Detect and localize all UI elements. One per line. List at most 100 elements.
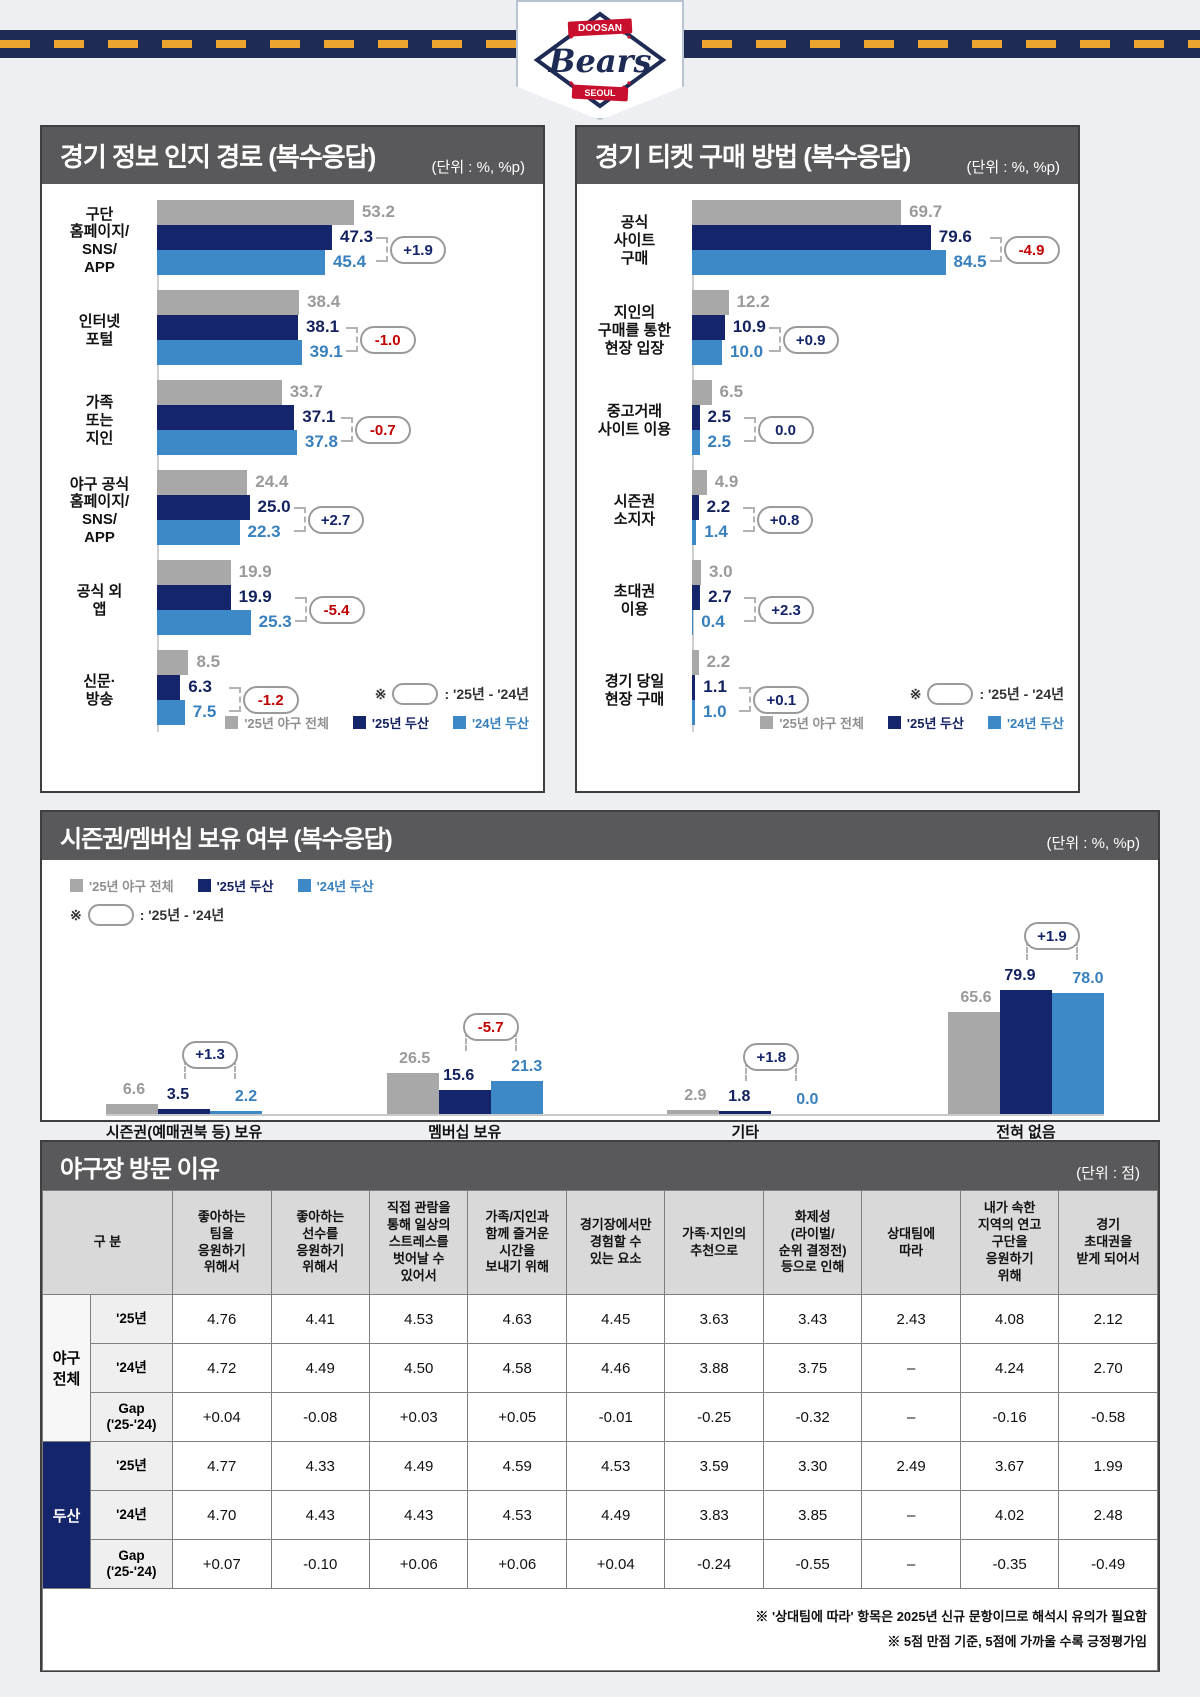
diff-note: ※: '25년 - '24년 <box>70 904 1134 926</box>
diff-note-prefix: ※ <box>909 685 922 702</box>
column-header: 좋아하는 팀을 응원하기 위해서 <box>172 1190 272 1295</box>
category-bars: 12.2 10.9 10.0 +0.9 <box>692 286 1070 376</box>
table-row: '24년 4.72 4.49 4.50 4.58 4.46 3.88 3.75–4.24 2.7… <box>43 1343 1158 1393</box>
diff-note: ※: '25년 - '24년 <box>375 683 529 705</box>
row-label: '25년 <box>89 1294 174 1344</box>
membership-chart: 6.6 3.5 2.2 +1.3 시즌권(예매권북 등) 보유 26.5 15.6 21.3 -… <box>106 922 1104 1141</box>
column-header: 경기장에서만 경험할 수 있는 요소 <box>565 1190 666 1295</box>
bar-value: 25.0 <box>257 497 291 516</box>
chart-row: 중고거래 사이트 이용 6.5 2.5 2.5 0.0 <box>587 376 1070 466</box>
bar <box>999 990 1052 1114</box>
diff-oval <box>392 683 439 705</box>
panel-membership-titlebar: 시즌권/멤버십 보유 여부 (복수응답) (단위 : %, %p) <box>42 812 1158 860</box>
diff-badge: +1.3 <box>182 1040 238 1069</box>
table-cell: +0.06 <box>467 1539 567 1589</box>
table-cell: 4.76 <box>172 1294 272 1344</box>
bar-value: 12.2 <box>736 292 770 311</box>
bar <box>157 340 302 365</box>
ticket-purchase-chart: 공식 사이트 구매 69.7 79.6 84.5 -4.9 지인의 구매를 통한 현장 입… <box>587 196 1070 736</box>
bar <box>692 675 696 700</box>
bar-value: 25.3 <box>258 612 292 631</box>
diff-badge: +2.3 <box>758 596 815 624</box>
bar <box>692 290 729 315</box>
panel-ticket-purchase: 경기 티켓 구매 방법 (복수응답) (단위 : %, %p) 공식 사이트 구… <box>575 125 1080 793</box>
table-cell: 3.88 <box>664 1343 764 1393</box>
bar <box>692 585 701 610</box>
diff-bracket <box>989 237 1002 262</box>
table-cell: – <box>861 1392 961 1442</box>
category-bars: 33.7 37.1 37.8 -0.7 <box>157 376 535 466</box>
bar-value: 7.5 <box>192 702 217 721</box>
bar-value: 15.6 <box>443 1066 475 1084</box>
diff-bracket <box>294 597 307 622</box>
bar <box>490 1081 543 1114</box>
svg-text:Bears: Bears <box>547 42 651 80</box>
bar-value: 79.6 <box>938 227 972 246</box>
bar <box>157 495 250 520</box>
bar-value: 10.9 <box>732 317 766 336</box>
bar <box>158 1108 210 1114</box>
column-header: 구 분 <box>41 1190 174 1295</box>
table-cell: -0.49 <box>1058 1539 1158 1589</box>
table-cell: 4.53 <box>467 1490 567 1540</box>
bar-value: 6.3 <box>188 677 212 696</box>
legend-label: '24년 두산 <box>316 879 374 894</box>
table-cell: -0.24 <box>664 1539 764 1589</box>
bar <box>157 430 297 455</box>
table-cell: -0.35 <box>959 1539 1060 1589</box>
panel-membership-body: '25년 야구 전체 '25년 두산 '24년 두산 ※: '25년 - '24년 6… <box>42 860 1158 1141</box>
row-label: '25년 <box>89 1441 174 1491</box>
diff-badge: 0.0 <box>757 416 814 444</box>
column-header: 직접 관람을 통해 일상의 스트레스를 벗어날 수 있어서 <box>368 1190 469 1295</box>
bar-value: 79.9 <box>1004 967 1036 985</box>
bar-value: 78.0 <box>1072 970 1104 988</box>
bar <box>692 380 712 405</box>
chart-row: 가족 또는 지인 33.7 37.1 37.8 -0.7 <box>52 376 535 466</box>
footnote: ※ '상대팀에 따라' 항목은 2025년 신규 문항이므로 해석시 유의가 필… <box>755 1608 1147 1624</box>
table-cell: 4.59 <box>467 1441 567 1491</box>
column-header: 경기 초대권을 받게 되어서 <box>1058 1190 1158 1295</box>
table-cell: 2.49 <box>861 1441 961 1491</box>
legend-swatch <box>297 879 311 892</box>
bar-value: 2.7 <box>708 587 732 606</box>
bar <box>157 650 189 675</box>
legend-label: '25년 두산 <box>216 879 274 894</box>
table-cell: 4.43 <box>270 1490 370 1540</box>
bar <box>157 290 300 315</box>
diff-badge: -0.7 <box>354 416 411 444</box>
chart-row: 인터넷 포털 38.4 38.1 39.1 -1.0 <box>52 286 535 376</box>
category-label: 시즌권 소지자 <box>613 493 656 528</box>
bar-value: 3.0 <box>709 562 733 581</box>
column-header: 가족/지인과 함께 즐거운 시간을 보내기 위해 <box>467 1190 567 1295</box>
bar-value: 19.9 <box>238 562 272 581</box>
category-bars: 53.2 47.3 45.4 +1.9 <box>157 196 535 286</box>
bar-value: 0.4 <box>701 612 725 631</box>
svg-text:SEOUL: SEOUL <box>584 88 616 98</box>
table-cell: -0.55 <box>762 1539 863 1589</box>
info-awareness-legend: ※: '25년 - '24년 '25년 야구 전체 '25년 두산 '24년 두산 <box>225 683 529 732</box>
visit-reason-table: 구 분 좋아하는 팀을 응원하기 위해서 좋아하는 선수를 응원하기 위해서 직접 관… <box>41 1190 1158 1671</box>
chart-group: 2.9 1.8 0.0 +1.8 기타 <box>667 934 823 1141</box>
table-cell: +0.04 <box>565 1539 666 1589</box>
diff-note-prefix: ※ <box>70 906 82 923</box>
bar-value: 6.5 <box>719 382 744 401</box>
membership-legend: '25년 야구 전체 '25년 두산 '24년 두산 ※: '25년 - '24년 <box>70 876 1134 926</box>
row-label: '24년 <box>89 1490 174 1540</box>
bar-value: 1.4 <box>704 522 728 541</box>
category-label: 가족 또는 지인 <box>85 394 114 447</box>
panel-info-awareness-titlebar: 경기 정보 인지 경로 (복수응답) (단위 : %, %p) <box>42 127 543 184</box>
bar <box>438 1089 491 1114</box>
bar-value: 37.1 <box>302 407 336 426</box>
category-bars: 4.9 2.2 1.4 +0.8 <box>692 466 1070 556</box>
panel-info-awareness: 경기 정보 인지 경로 (복수응답) (단위 : %, %p) 구단 홈페이지/… <box>40 125 545 793</box>
diff-bracket <box>228 687 241 712</box>
diff-badge: -4.9 <box>1003 236 1060 264</box>
panel-visit-reason-unit: (단위 : 점) <box>1076 1165 1140 1182</box>
table-cell: 4.58 <box>467 1343 567 1393</box>
bar-value: 65.6 <box>960 989 992 1007</box>
table-cell: 2.70 <box>1058 1343 1158 1393</box>
legend-item: '24년 두산 <box>297 876 374 895</box>
diff-bracket <box>293 507 306 532</box>
category-bars: 8.5 6.3 7.5 -1.2 <box>157 646 535 736</box>
diff-badge: -1.2 <box>242 686 299 714</box>
